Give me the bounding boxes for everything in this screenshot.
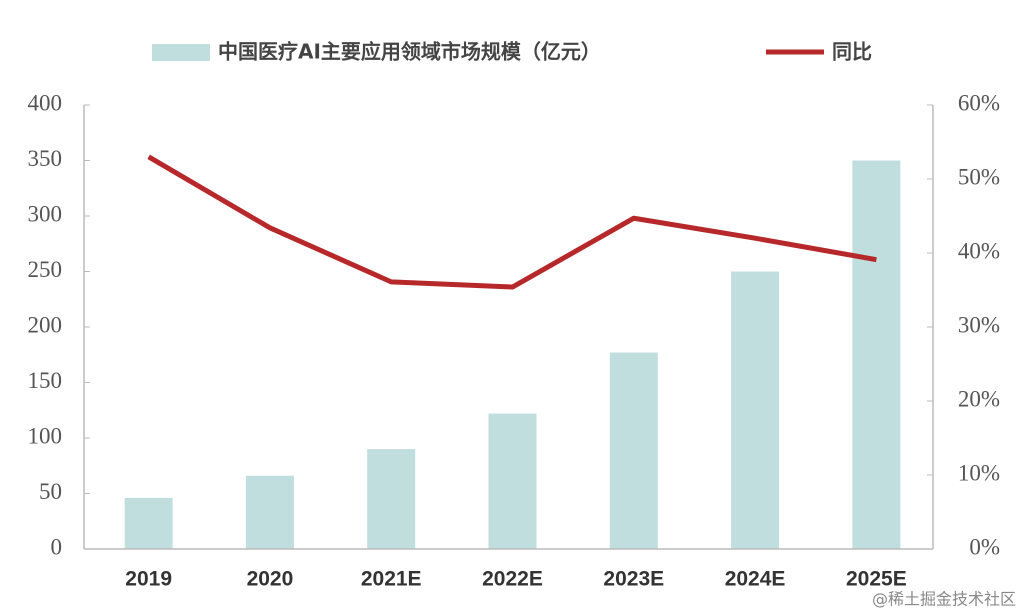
- y-tick-label: 0: [51, 534, 63, 559]
- y-tick-label: 300: [28, 201, 63, 226]
- x-tick-label: 2025E: [846, 568, 907, 591]
- y2-tick-label: 40%: [958, 238, 1000, 263]
- y-tick-label: 150: [28, 368, 63, 393]
- legend-swatch: [152, 44, 210, 61]
- bar: [609, 352, 658, 549]
- line: [147, 154, 877, 290]
- bar: [731, 271, 780, 549]
- bar: [245, 475, 294, 549]
- legend-label: 中国医疗AI主要应用领域市场规模（亿元）: [218, 40, 601, 64]
- y2-tick-label: 0%: [969, 534, 1000, 559]
- bar: [488, 413, 537, 549]
- x-tick-label: 2019: [125, 568, 172, 591]
- x-tick-label: 2021E: [361, 568, 422, 591]
- y-tick-label: 100: [28, 423, 63, 448]
- bar: [124, 497, 173, 549]
- y-tick-label: 200: [28, 312, 63, 337]
- y2-tick-label: 20%: [958, 386, 1000, 411]
- y-tick-label: 350: [28, 146, 63, 171]
- bar: [367, 449, 416, 549]
- bar: [852, 160, 901, 549]
- x-tick-label: 2024E: [725, 568, 786, 591]
- y-tick-label: 400: [28, 90, 63, 115]
- y2-tick-label: 10%: [958, 460, 1000, 485]
- legend-label: 同比: [832, 40, 872, 64]
- y2-tick-label: 60%: [958, 90, 1000, 115]
- y-tick-label: 50: [39, 479, 62, 504]
- x-tick-label: 2022E: [482, 568, 543, 591]
- y2-tick-label: 30%: [958, 312, 1000, 337]
- x-tick-label: 2020: [247, 568, 294, 591]
- x-tick-label: 2023E: [603, 568, 664, 591]
- y-tick-label: 250: [28, 257, 63, 282]
- watermark: @稀土掘金技术社区: [872, 590, 1016, 609]
- y2-tick-label: 50%: [958, 164, 1000, 189]
